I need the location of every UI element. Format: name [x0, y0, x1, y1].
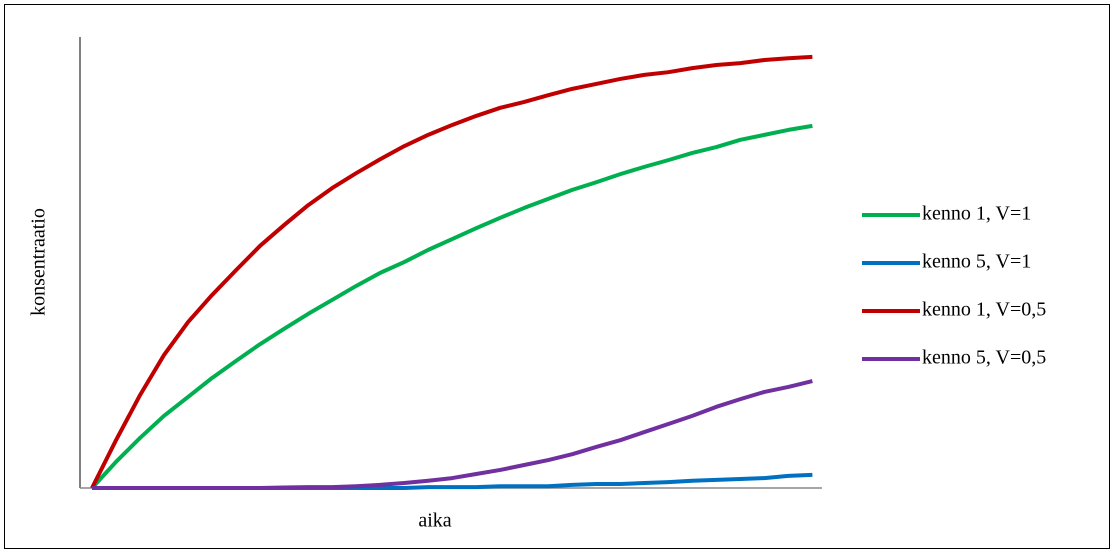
legend-label: kenno 5, V=0,5 — [922, 347, 1046, 369]
series-line — [90, 123, 813, 490]
legend-label: kenno 1, V=0,5 — [922, 299, 1046, 321]
legend-label: kenno 1, V=1 — [922, 203, 1031, 225]
x-axis-title: aika — [418, 510, 451, 532]
legend-label: kenno 5, V=1 — [922, 251, 1031, 273]
y-axis-title: konsentraatio — [28, 208, 50, 316]
series-line — [92, 379, 813, 490]
chart-frame — [4, 4, 1110, 549]
series-line — [90, 54, 813, 489]
